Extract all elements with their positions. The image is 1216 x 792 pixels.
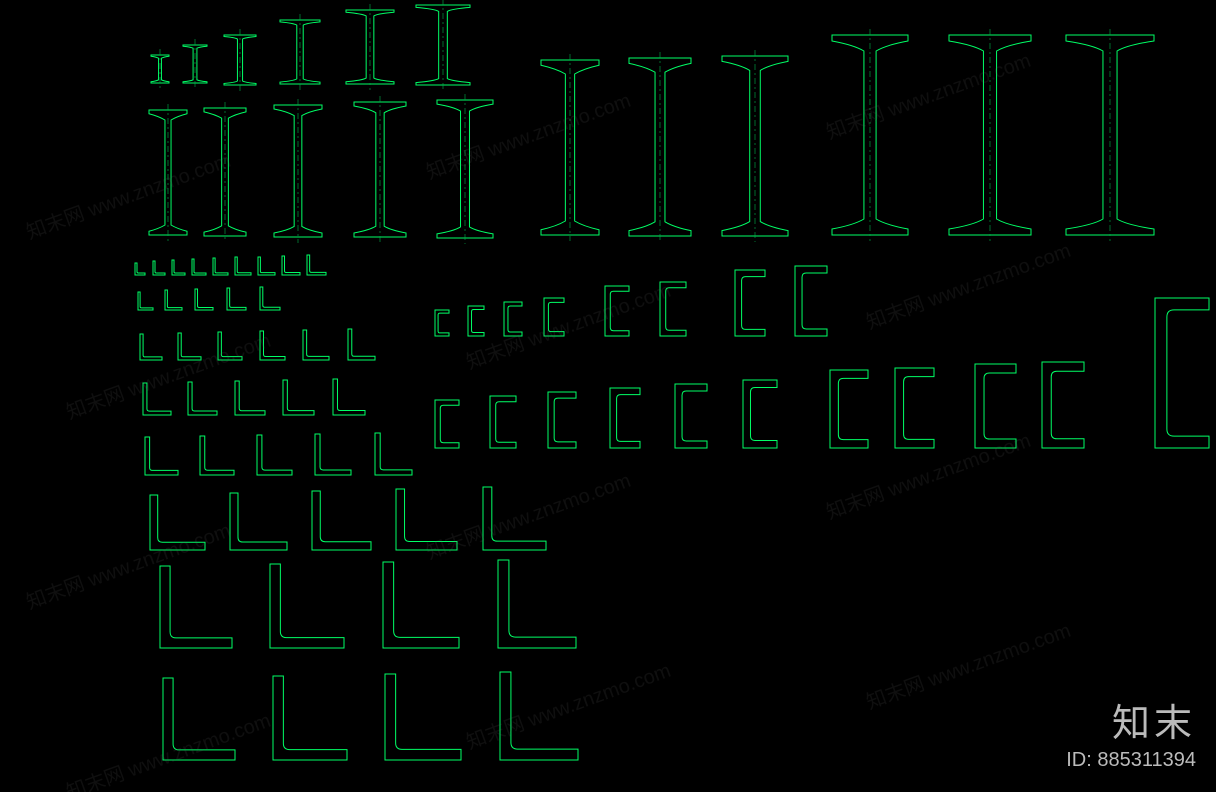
angle-profile bbox=[282, 256, 300, 275]
i-beam-profile bbox=[1066, 35, 1154, 235]
angle-profile bbox=[178, 333, 201, 360]
angle-profile bbox=[188, 382, 217, 415]
angle-profile bbox=[143, 383, 171, 415]
angle-profile bbox=[150, 495, 205, 550]
angle-profile bbox=[227, 288, 246, 310]
angle-profile bbox=[145, 437, 178, 475]
channel-profile bbox=[660, 282, 686, 336]
angle-profile bbox=[258, 257, 275, 275]
channel-profile bbox=[468, 306, 484, 336]
angle-profile bbox=[312, 491, 371, 550]
channel-profile bbox=[975, 364, 1016, 448]
angle-profile bbox=[396, 489, 457, 550]
channel-profile bbox=[490, 396, 516, 448]
angle-profile bbox=[138, 292, 153, 310]
i-beam-profile bbox=[832, 35, 908, 235]
angle-profile bbox=[303, 330, 329, 360]
angle-profile bbox=[375, 433, 412, 475]
angle-profile bbox=[260, 331, 285, 360]
angle-profile bbox=[230, 493, 287, 550]
channel-profile bbox=[830, 370, 868, 448]
channel-profile bbox=[743, 380, 777, 448]
angle-profile bbox=[165, 290, 182, 310]
channel-profile bbox=[735, 270, 765, 336]
channel-profile bbox=[675, 384, 707, 448]
i-beam-profile bbox=[949, 35, 1031, 235]
brand-id: ID: 885311394 bbox=[1066, 749, 1196, 772]
angle-profile bbox=[260, 287, 280, 310]
angle-profile bbox=[192, 259, 206, 275]
angle-profile bbox=[235, 257, 251, 275]
angle-profile bbox=[135, 263, 145, 275]
channel-profile bbox=[1155, 298, 1209, 448]
angle-profile bbox=[257, 435, 292, 475]
channel-profile bbox=[544, 298, 564, 336]
angle-profile bbox=[270, 564, 344, 648]
channel-profile bbox=[548, 392, 576, 448]
angle-profile bbox=[385, 674, 461, 760]
channel-profile bbox=[610, 388, 640, 448]
angle-profile bbox=[163, 678, 235, 760]
angle-profile bbox=[160, 566, 232, 648]
angle-profile bbox=[200, 436, 234, 475]
angle-profile bbox=[153, 261, 165, 275]
channel-profile bbox=[895, 368, 934, 448]
channel-profile bbox=[435, 400, 459, 448]
angle-profile bbox=[283, 380, 314, 415]
brand-title: 知末 bbox=[1066, 692, 1196, 747]
angle-profile bbox=[483, 487, 546, 550]
angle-profile bbox=[172, 260, 185, 275]
angle-profile bbox=[315, 434, 351, 475]
angle-profile bbox=[348, 329, 375, 360]
brand-badge: 知末 ID: 885311394 bbox=[1066, 692, 1196, 772]
channel-profile bbox=[504, 302, 522, 336]
angle-profile bbox=[383, 562, 459, 648]
channel-profile bbox=[795, 266, 827, 336]
angle-profile bbox=[235, 381, 265, 415]
angle-profile bbox=[218, 332, 242, 360]
angle-profile bbox=[500, 672, 578, 760]
angle-profile bbox=[498, 560, 576, 648]
cad-drawing-canvas bbox=[0, 0, 1216, 792]
angle-profile bbox=[273, 676, 347, 760]
angle-profile bbox=[195, 289, 213, 310]
channel-profile bbox=[1042, 362, 1084, 448]
angle-profile bbox=[213, 258, 228, 275]
angle-profile bbox=[140, 334, 162, 360]
angle-profile bbox=[307, 255, 326, 275]
angle-profile bbox=[333, 379, 365, 415]
channel-profile bbox=[435, 310, 449, 336]
channel-profile bbox=[605, 286, 629, 336]
